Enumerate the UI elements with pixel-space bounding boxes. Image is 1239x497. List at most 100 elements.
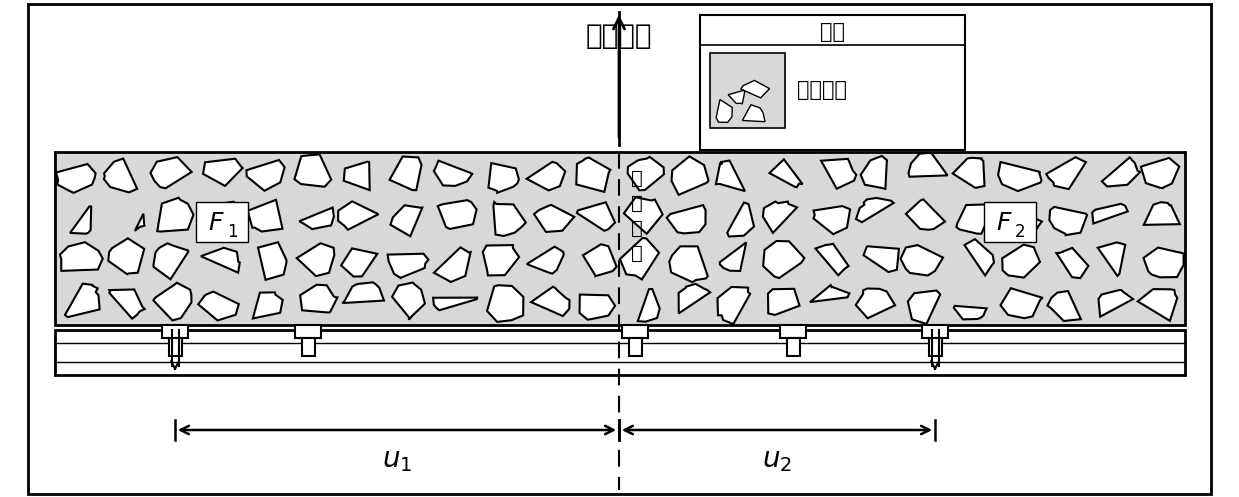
Polygon shape xyxy=(258,242,286,280)
Polygon shape xyxy=(815,244,849,275)
Polygon shape xyxy=(248,200,282,232)
Polygon shape xyxy=(999,162,1042,191)
Polygon shape xyxy=(620,238,659,279)
Text: $u_2$: $u_2$ xyxy=(762,446,792,474)
Polygon shape xyxy=(527,162,565,190)
Polygon shape xyxy=(821,159,856,189)
Polygon shape xyxy=(104,159,138,192)
Bar xyxy=(922,325,948,338)
Polygon shape xyxy=(810,285,850,302)
Polygon shape xyxy=(763,202,797,233)
Polygon shape xyxy=(856,289,895,318)
Text: 2: 2 xyxy=(1015,223,1026,241)
Bar xyxy=(295,325,321,338)
Polygon shape xyxy=(388,253,429,278)
Polygon shape xyxy=(1057,248,1088,278)
Polygon shape xyxy=(1144,202,1180,225)
Bar xyxy=(787,338,799,356)
Polygon shape xyxy=(390,205,422,236)
Polygon shape xyxy=(964,239,994,275)
Polygon shape xyxy=(769,160,803,187)
Text: 开挪土层: 开挪土层 xyxy=(797,81,847,100)
Bar xyxy=(928,338,942,356)
Polygon shape xyxy=(638,289,659,322)
Polygon shape xyxy=(150,157,192,188)
Polygon shape xyxy=(154,244,188,279)
Polygon shape xyxy=(582,245,617,276)
Polygon shape xyxy=(957,204,992,234)
Polygon shape xyxy=(1101,158,1140,186)
Polygon shape xyxy=(729,90,745,104)
Polygon shape xyxy=(300,285,337,313)
Polygon shape xyxy=(1144,248,1183,277)
Text: $u_1$: $u_1$ xyxy=(382,446,413,474)
Polygon shape xyxy=(56,164,95,193)
Polygon shape xyxy=(861,156,887,189)
Polygon shape xyxy=(906,199,945,230)
Polygon shape xyxy=(954,306,986,320)
Polygon shape xyxy=(1002,245,1040,278)
Bar xyxy=(700,15,965,150)
Polygon shape xyxy=(343,162,369,190)
Polygon shape xyxy=(295,155,331,187)
Polygon shape xyxy=(679,284,710,314)
Polygon shape xyxy=(493,202,525,236)
Text: $\mathit{F}$: $\mathit{F}$ xyxy=(996,211,1012,235)
Polygon shape xyxy=(1047,291,1080,321)
Polygon shape xyxy=(577,202,615,231)
Text: $\mathit{F}$: $\mathit{F}$ xyxy=(208,211,224,235)
Polygon shape xyxy=(534,205,574,232)
Polygon shape xyxy=(628,157,664,190)
Polygon shape xyxy=(59,242,103,271)
Polygon shape xyxy=(434,161,472,186)
Bar xyxy=(984,202,1036,242)
Text: 1: 1 xyxy=(227,223,238,241)
Bar xyxy=(710,53,786,128)
Polygon shape xyxy=(434,298,477,310)
Polygon shape xyxy=(300,208,333,229)
Polygon shape xyxy=(135,214,145,231)
Polygon shape xyxy=(720,243,746,271)
Polygon shape xyxy=(437,200,477,229)
Polygon shape xyxy=(154,283,192,321)
Bar xyxy=(55,152,1184,325)
Polygon shape xyxy=(157,198,193,232)
Polygon shape xyxy=(247,160,285,191)
Polygon shape xyxy=(742,105,764,122)
Polygon shape xyxy=(392,283,425,320)
Polygon shape xyxy=(768,289,799,315)
Polygon shape xyxy=(297,243,335,276)
Polygon shape xyxy=(741,81,769,98)
Polygon shape xyxy=(1046,157,1085,189)
Polygon shape xyxy=(434,248,471,282)
Polygon shape xyxy=(856,198,893,222)
Polygon shape xyxy=(341,248,378,276)
Polygon shape xyxy=(488,163,519,193)
Polygon shape xyxy=(201,248,240,273)
Polygon shape xyxy=(1093,204,1127,224)
Polygon shape xyxy=(487,285,523,322)
Polygon shape xyxy=(901,245,943,275)
Polygon shape xyxy=(1001,288,1043,318)
Polygon shape xyxy=(1004,206,1042,228)
Polygon shape xyxy=(716,161,745,191)
Polygon shape xyxy=(389,157,421,190)
Polygon shape xyxy=(1141,158,1180,188)
Polygon shape xyxy=(532,287,570,316)
Polygon shape xyxy=(198,292,239,321)
Bar xyxy=(162,325,188,338)
Text: 图例: 图例 xyxy=(820,22,845,42)
Polygon shape xyxy=(864,247,900,272)
Bar xyxy=(622,325,648,338)
Text: 掘: 掘 xyxy=(631,168,643,187)
Bar xyxy=(628,338,642,356)
Polygon shape xyxy=(1099,290,1134,317)
Bar xyxy=(301,338,315,356)
Polygon shape xyxy=(763,241,804,278)
Bar xyxy=(196,202,248,242)
Polygon shape xyxy=(342,282,384,303)
Polygon shape xyxy=(667,205,705,234)
Polygon shape xyxy=(1098,243,1125,276)
Polygon shape xyxy=(64,284,99,317)
Polygon shape xyxy=(527,247,564,274)
